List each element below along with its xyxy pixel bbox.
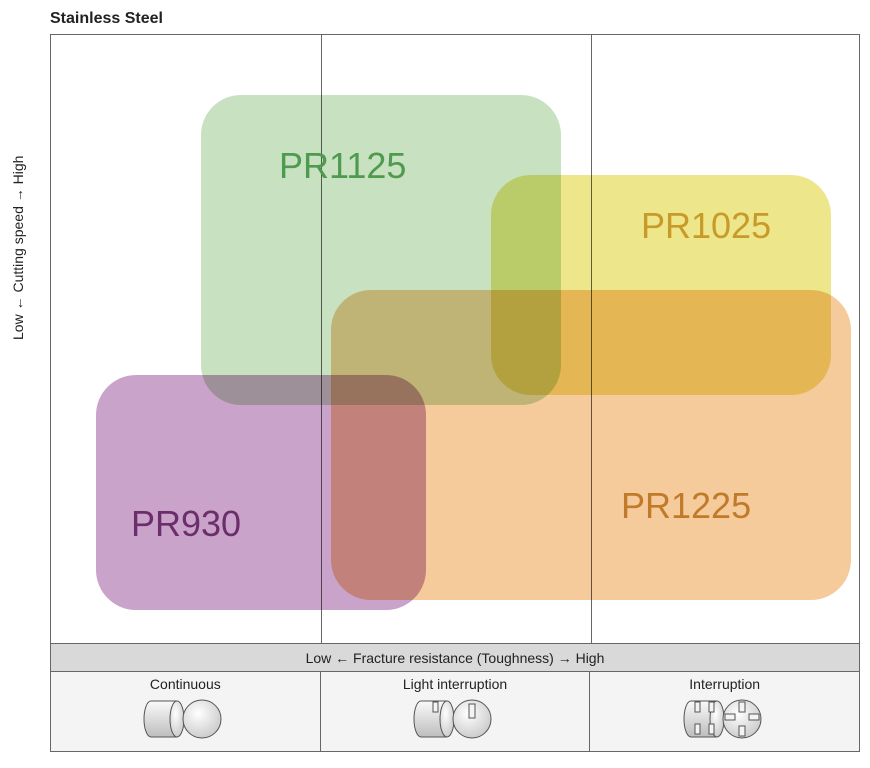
legend-cell-continuous: Continuous [51, 672, 321, 751]
blob-pr930 [96, 375, 426, 610]
heavy-icon [683, 696, 767, 742]
legend-cell-light: Light interruption [321, 672, 591, 751]
legend-row: Continuous Light interruption Interruption [50, 672, 860, 752]
x-axis-label-bar: Low ← Fracture resistance (Toughness) → … [50, 644, 860, 672]
chart-title: Stainless Steel [50, 10, 163, 28]
legend-cell-heavy: Interruption [590, 672, 859, 751]
plot-area: PR1125PR1025PR1225PR930 [50, 34, 860, 644]
continuous-icon [143, 696, 227, 742]
legend-label: Interruption [689, 676, 760, 692]
light-icon [413, 696, 497, 742]
legend-label: Continuous [150, 676, 221, 692]
y-axis-label: Low ← Cutting speed → High [10, 156, 26, 340]
chart-wrapper: Stainless Steel Low ← Cutting speed → Hi… [10, 10, 860, 758]
legend-label: Light interruption [403, 676, 507, 692]
x-axis-label: Low ← Fracture resistance (Toughness) → … [306, 650, 605, 666]
